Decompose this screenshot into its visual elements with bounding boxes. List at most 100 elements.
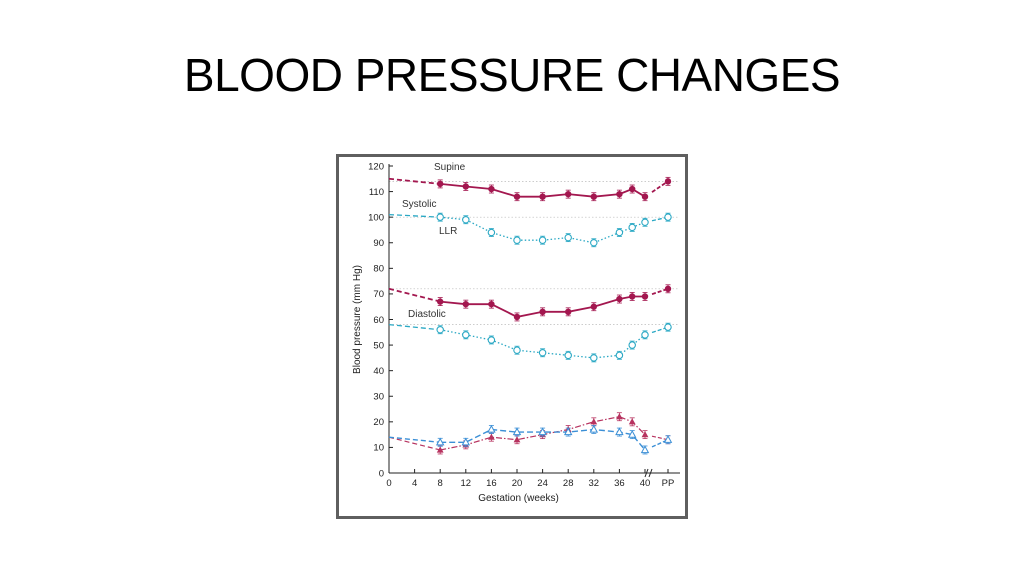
- supine_systolic-point: [513, 193, 521, 200]
- llr_pulse_pressure-point: [663, 435, 673, 443]
- llr_systolic-line: [440, 216, 646, 244]
- llr_pulse_pressure-extension: [388, 436, 441, 443]
- x-tick-label: 12: [461, 478, 472, 489]
- llr_diastolic-point: [487, 336, 496, 344]
- y-axis-title: Blood pressure (mm Hg): [352, 265, 363, 374]
- chart-figure: 0 10 20 30 40 50 60 70 80 90 100 110 120 0 4 8 12 16 20 24 2…: [336, 154, 688, 519]
- supine_pulse_pressure-point: [628, 418, 636, 425]
- y-tick-label: 50: [373, 340, 384, 351]
- llr_diastolic-point: [628, 341, 636, 349]
- llr_pulse_pressure-point: [538, 427, 547, 436]
- x-tick-label: 0: [386, 478, 391, 489]
- supine_diastolic-point: [513, 313, 521, 321]
- llr_diastolic-point: [664, 323, 672, 331]
- llr_systolic-extension: [388, 213, 441, 218]
- supine_pulse_pressure-pp-segment: [651, 435, 669, 441]
- llr_diastolic-point: [436, 325, 444, 334]
- llr_diastolic-point: [590, 354, 598, 362]
- llr_diastolic-point: [615, 351, 624, 360]
- supine_diastolic-point: [539, 308, 546, 316]
- supine_diastolic-point: [462, 300, 469, 308]
- supine_diastolic-point: [616, 295, 623, 303]
- llr_pulse_pressure-point: [615, 427, 624, 436]
- supine_diastolic-line: [440, 295, 645, 318]
- x-axis-title: Gestation (weeks): [478, 493, 559, 504]
- llr_pulse_pressure-line: [440, 428, 646, 451]
- supine_diastolic-point: [590, 303, 597, 310]
- x-tick-label: 16: [486, 478, 497, 489]
- x-tick-label: PP: [662, 478, 675, 489]
- llr_systolic-point: [664, 213, 672, 221]
- annotation-systolic: Systolic: [402, 199, 436, 210]
- supine_systolic-point: [641, 193, 649, 200]
- supine_diastolic-extension: [388, 287, 441, 303]
- llr_systolic-point: [462, 215, 470, 224]
- llr_diastolic-extension: [388, 323, 441, 331]
- supine_diastolic-point: [488, 300, 495, 308]
- supine_systolic-point: [437, 180, 444, 188]
- x-tick-label: 40: [640, 478, 651, 489]
- axis-break-mark: [644, 468, 653, 478]
- y-tick-label: 100: [368, 212, 384, 223]
- supine_diastolic-point: [664, 285, 672, 292]
- llr_systolic-point: [590, 239, 598, 247]
- y-tick-label: 80: [373, 264, 384, 275]
- y-tick-label: 120: [368, 161, 384, 172]
- annotation-supine: Supine: [434, 162, 466, 173]
- y-tick-label: 110: [369, 187, 384, 198]
- supine_pulse_pressure-point: [436, 446, 444, 453]
- x-tick-label: 20: [512, 478, 523, 489]
- supine_systolic-point: [539, 193, 546, 200]
- supine_systolic-point: [616, 190, 623, 198]
- blood-pressure-chart: 0 10 20 30 40 50 60 70 80 90 100 110 120 0 4 8 12 16 20 24 2…: [339, 157, 685, 516]
- y-tick-label: 90: [373, 238, 384, 249]
- llr_pulse_pressure-point: [461, 437, 471, 446]
- llr_pulse_pressure-point: [563, 427, 573, 436]
- llr_systolic-point: [615, 228, 624, 237]
- llr_diastolic-point: [564, 351, 572, 360]
- x-tick-label: 32: [589, 478, 600, 489]
- x-tick-label: 4: [412, 478, 417, 489]
- x-tick-label: 36: [614, 478, 625, 489]
- llr_systolic-point: [513, 236, 521, 244]
- y-tick-label: 60: [373, 315, 384, 326]
- slide-title: BLOOD PRESSURE CHANGES: [183, 49, 841, 101]
- llr_pulse_pressure-point: [512, 427, 522, 436]
- x-tick-label: 8: [438, 478, 443, 489]
- llr_systolic-point: [436, 213, 444, 221]
- supine_systolic-point: [462, 183, 469, 190]
- supine_systolic-point: [629, 185, 636, 193]
- y-tick-label: 10: [373, 443, 384, 454]
- y-tick-label: 20: [373, 417, 384, 428]
- llr_pulse_pressure-point: [627, 429, 637, 438]
- supine_diastolic-point: [629, 293, 636, 300]
- llr_diastolic-point: [641, 331, 649, 339]
- supine_systolic-point: [664, 178, 672, 185]
- llr_diastolic-point: [513, 346, 521, 354]
- llr_pulse_pressure-point: [487, 424, 496, 433]
- supine_pulse_pressure-point: [641, 431, 649, 438]
- llr_pulse_pressure-point: [640, 445, 650, 454]
- x-tick-label: 28: [563, 478, 574, 489]
- supine_diastolic-point: [437, 298, 444, 305]
- llr_systolic-point: [641, 218, 649, 227]
- y-tick-label: 70: [373, 289, 384, 300]
- supine_pulse_pressure-point: [513, 436, 521, 443]
- supine_systolic-line: [440, 183, 646, 198]
- supine_systolic-point: [565, 190, 572, 198]
- supine_systolic-point: [590, 193, 597, 200]
- annotation-llr: LLR: [439, 226, 457, 237]
- y-tick-label: 0: [379, 468, 384, 479]
- llr_systolic-point: [564, 233, 572, 242]
- supine_pulse_pressure-point: [590, 418, 598, 425]
- y-tick-label: 30: [373, 392, 384, 403]
- supine_pulse_pressure-point: [488, 433, 495, 440]
- llr_diastolic-point: [538, 349, 547, 357]
- llr_systolic-point: [538, 236, 547, 244]
- supine_systolic-extension: [388, 177, 441, 185]
- x-tick-label: 24: [537, 478, 548, 489]
- llr_systolic-point: [628, 223, 636, 232]
- annotation-diastolic: Diastolic: [408, 309, 446, 320]
- supine_diastolic-point: [565, 308, 572, 316]
- chart-canvas: [339, 157, 685, 516]
